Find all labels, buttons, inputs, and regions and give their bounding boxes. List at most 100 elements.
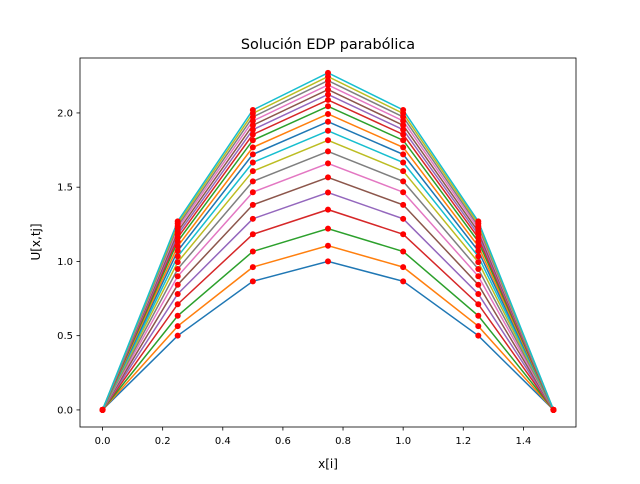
data-point <box>475 290 482 297</box>
data-point <box>249 264 256 271</box>
data-point <box>400 201 407 208</box>
data-point <box>249 151 256 158</box>
data-point <box>174 259 181 266</box>
data-point <box>249 201 256 208</box>
x-tick-label: 0.0 <box>95 436 111 447</box>
x-tick-label: 1.2 <box>455 436 471 447</box>
series-line-6 <box>101 162 555 411</box>
data-point <box>325 206 331 213</box>
data-point <box>325 258 331 265</box>
data-point <box>550 406 557 413</box>
data-point <box>325 69 331 76</box>
x-tick-label: 1.4 <box>515 436 531 447</box>
data-point <box>249 131 256 138</box>
data-point <box>400 248 407 255</box>
data-point <box>400 215 407 222</box>
data-point <box>400 178 407 185</box>
data-point <box>400 278 407 285</box>
chart-title: Solución EDP parabólica <box>241 37 415 53</box>
data-point <box>174 247 181 254</box>
x-tick-label: 1.0 <box>395 436 411 447</box>
data-point <box>174 312 181 319</box>
data-point <box>475 253 482 260</box>
data-point <box>325 174 331 181</box>
series-line-4 <box>101 191 555 411</box>
data-point <box>249 137 256 144</box>
data-point <box>325 225 331 232</box>
plot-area <box>99 69 557 413</box>
data-point <box>249 159 256 166</box>
data-point <box>475 332 482 339</box>
data-point <box>400 122 407 129</box>
data-point <box>325 103 331 110</box>
data-point <box>400 137 407 144</box>
x-tick-label: 0.4 <box>215 436 231 447</box>
y-tick-label: 0.5 <box>57 331 73 342</box>
data-point <box>325 86 331 93</box>
y-tick-label: 0.0 <box>57 405 73 416</box>
data-point <box>249 231 256 238</box>
data-point <box>174 332 181 339</box>
data-point <box>475 273 482 280</box>
data-point <box>400 168 407 175</box>
data-point <box>400 144 407 151</box>
data-point <box>249 189 256 196</box>
data-point <box>325 110 331 117</box>
data-point <box>174 218 181 225</box>
data-point <box>325 189 331 196</box>
data-point <box>400 264 407 271</box>
series-line-13 <box>101 99 555 411</box>
data-point <box>249 278 256 285</box>
data-point <box>249 248 256 255</box>
x-axis-label: x[i] <box>318 457 338 471</box>
data-point <box>475 266 482 273</box>
axes-frame <box>79 57 577 428</box>
data-point <box>174 243 181 250</box>
data-point <box>325 118 331 125</box>
data-point <box>400 189 407 196</box>
y-tick-label: 2.0 <box>57 108 73 119</box>
y-tick-label: 1.0 <box>57 257 73 268</box>
data-point <box>475 247 482 254</box>
data-point <box>475 259 482 266</box>
data-point <box>400 231 407 238</box>
series-line-9 <box>101 129 555 411</box>
data-point <box>325 81 331 88</box>
data-point <box>400 106 407 113</box>
data-point <box>99 406 106 413</box>
data-point <box>174 323 181 330</box>
data-point <box>174 301 181 308</box>
y-tick-label: 1.5 <box>57 183 73 194</box>
data-point <box>249 106 256 113</box>
data-point <box>325 96 331 103</box>
data-point <box>325 148 331 155</box>
y-axis: 0.0 0.5 1.0 1.5 2.0 <box>57 108 80 416</box>
data-point <box>174 266 181 273</box>
data-point <box>325 242 331 249</box>
data-point <box>325 127 331 134</box>
data-point <box>174 290 181 297</box>
data-point <box>475 323 482 330</box>
data-point <box>174 253 181 260</box>
data-point <box>475 312 482 319</box>
data-point <box>249 144 256 151</box>
data-point <box>249 215 256 222</box>
data-point <box>249 168 256 175</box>
data-point <box>174 273 181 280</box>
data-point <box>249 126 256 133</box>
data-point <box>475 218 482 225</box>
x-tick-label: 0.8 <box>335 436 351 447</box>
y-axis-label: U[x,tj] <box>29 223 43 260</box>
data-point <box>400 126 407 133</box>
data-point <box>325 91 331 98</box>
data-point <box>325 160 331 167</box>
data-point <box>400 131 407 138</box>
data-point <box>174 281 181 288</box>
data-point <box>325 137 331 144</box>
x-tick-label: 0.6 <box>275 436 291 447</box>
data-point <box>249 122 256 129</box>
data-point <box>400 159 407 166</box>
x-tick-label: 0.2 <box>155 436 171 447</box>
series-line-8 <box>101 139 555 411</box>
